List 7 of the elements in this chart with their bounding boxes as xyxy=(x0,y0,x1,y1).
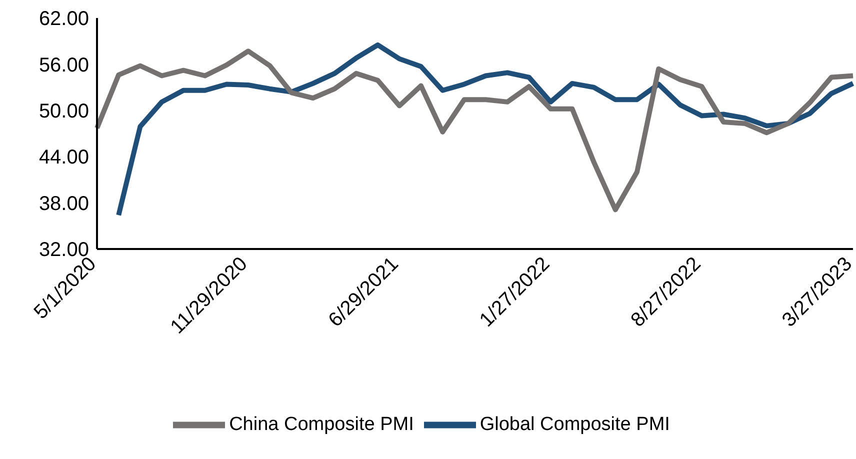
y-tick-label: 50.00 xyxy=(38,100,89,122)
y-tick-label: 44.00 xyxy=(38,146,89,169)
y-tick-label: 38.00 xyxy=(38,192,89,215)
y-tick-label: 62.00 xyxy=(38,8,89,30)
legend-label: Global Composite PMI xyxy=(480,414,670,436)
legend-label: China Composite PMI xyxy=(229,414,414,436)
y-tick-label: 56.00 xyxy=(38,54,89,76)
